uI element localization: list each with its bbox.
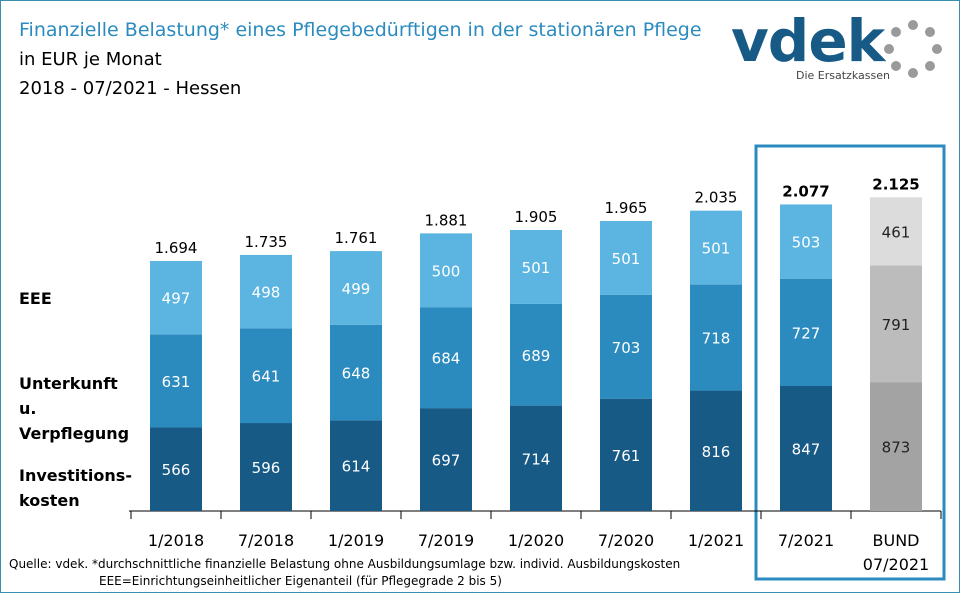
segment-label: 703 (612, 339, 641, 357)
bar-segment (510, 405, 562, 511)
segment-label: 761 (612, 447, 641, 465)
total-label: 1.881 (425, 211, 468, 229)
segment-label: 816 (702, 443, 731, 461)
segment-label: 718 (702, 330, 731, 348)
bar-segment (240, 328, 292, 424)
bar-segment (690, 284, 742, 391)
segment-label: 499 (342, 280, 371, 298)
bar-segment (870, 382, 922, 511)
subtitle: in EUR je Monat (19, 49, 162, 70)
bar-segment (510, 303, 562, 406)
x-tick-label: 1/2019 (327, 531, 385, 550)
bar-segment (780, 278, 832, 386)
bar-segment (600, 398, 652, 511)
bar-segment (780, 204, 832, 279)
segment-label: 714 (522, 450, 551, 468)
bar-segment (600, 220, 652, 295)
x-tick-label: 7/2021 (777, 531, 835, 550)
bar-segment (150, 334, 202, 428)
segment-label: 596 (252, 459, 281, 477)
segment-label: 641 (252, 368, 281, 386)
bar-segment (150, 260, 202, 335)
bar-segment (420, 233, 472, 308)
total-label: 2.125 (872, 175, 919, 193)
subtitle: 2018 - 07/2021 - Hessen (19, 78, 242, 99)
total-label: 1.694 (155, 239, 198, 257)
segment-label: 791 (882, 316, 911, 334)
chart-title: Finanzielle Belastung* eines Pflegebedür… (19, 19, 702, 41)
footnote: EEE=Einrichtungseinheitlicher Eigenantei… (99, 574, 502, 588)
bar-segment (870, 197, 922, 266)
total-label: 1.761 (335, 229, 378, 247)
bar-segment (330, 420, 382, 511)
bar-segment (870, 265, 922, 383)
highlight-box (754, 144, 946, 581)
bar-segment (780, 385, 832, 511)
bar-segment (510, 229, 562, 304)
segment-label: 727 (792, 324, 821, 342)
segment-label: 501 (612, 250, 641, 268)
total-label: 2.077 (782, 182, 829, 200)
segment-label: 501 (702, 240, 731, 258)
bar-segment (420, 307, 472, 409)
total-label: 1.965 (605, 199, 648, 217)
x-tick-label: 7/2018 (237, 531, 295, 550)
segment-label: 503 (792, 234, 821, 252)
bar-segment (690, 390, 742, 511)
bar-segment (330, 324, 382, 421)
x-tick-label: 1/2020 (507, 531, 565, 550)
total-label: 1.905 (515, 208, 558, 226)
segment-label: 497 (162, 290, 191, 308)
segment-label: 697 (432, 452, 461, 470)
legend-label: EEE (19, 289, 52, 308)
x-tick-label: BUND 07/2021 (862, 531, 930, 574)
segment-label: 566 (162, 461, 191, 479)
segment-label: 689 (522, 347, 551, 365)
x-tick-label: 1/2018 (147, 531, 205, 550)
logo-text: vdek (731, 7, 885, 75)
segment-label: 614 (342, 458, 371, 476)
footnote: Quelle: vdek. *durchschnittliche finanzi… (9, 557, 681, 571)
segment-label: 847 (792, 440, 821, 458)
segment-label: 684 (432, 350, 461, 368)
segment-label: 648 (342, 365, 371, 383)
segment-label: 873 (882, 439, 911, 457)
segment-label: 501 (522, 259, 551, 277)
legend-label: Unterkunft u. Verpflegung (19, 374, 130, 443)
x-tick-label: 7/2019 (417, 531, 475, 550)
legend-label: Investitions- kosten (19, 466, 132, 510)
bar-segment (600, 294, 652, 399)
total-label: 2.035 (695, 189, 738, 207)
bar-segment (150, 427, 202, 511)
bar-segment (330, 251, 382, 325)
total-label: 1.735 (245, 233, 288, 251)
bar-segment (240, 254, 292, 329)
bar-segment (240, 423, 292, 511)
segment-label: 500 (432, 262, 461, 280)
bar-segment (690, 210, 742, 285)
bar-segment (420, 408, 472, 511)
segment-label: 461 (882, 223, 911, 241)
x-tick-label: 1/2021 (687, 531, 745, 550)
x-tick-label: 7/2020 (597, 531, 655, 550)
logo-tagline: Die Ersatzkassen (796, 69, 890, 82)
segment-label: 631 (162, 373, 191, 391)
segment-label: 498 (252, 284, 281, 302)
logo-ring (884, 20, 942, 78)
